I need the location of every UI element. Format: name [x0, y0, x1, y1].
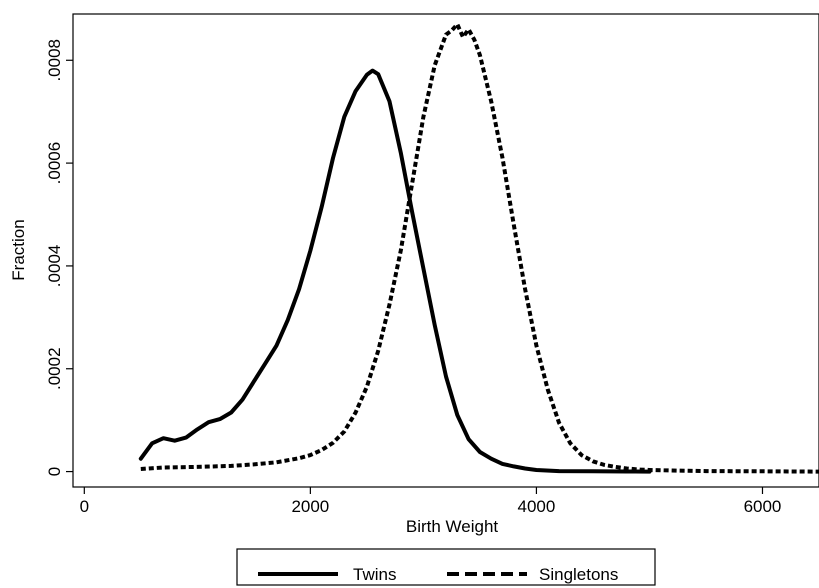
x-tick-label: 2000	[291, 497, 329, 516]
x-tick-label: 0	[80, 497, 89, 516]
plot-area	[72, 13, 819, 488]
y-axis: 0 .0002 .0004 .0006 .0008	[45, 39, 73, 476]
x-tick-label: 4000	[518, 497, 556, 516]
y-axis-title: Fraction	[9, 219, 28, 280]
x-axis: 0 2000 4000 6000	[80, 487, 782, 516]
x-tick-label: 6000	[744, 497, 782, 516]
plot-frame	[72, 13, 819, 488]
series-line-singletons	[140, 22, 819, 474]
x-axis-title: Birth Weight	[406, 517, 499, 536]
legend-frame	[236, 548, 656, 586]
legend: Twins Singletons	[236, 548, 656, 586]
legend-label-singletons: Singletons	[539, 565, 618, 584]
series-group	[138, 22, 819, 474]
y-tick-label: .0006	[45, 142, 64, 185]
y-tick-label: .0008	[45, 39, 64, 82]
y-tick-label: .0004	[45, 245, 64, 288]
y-tick-label: .0002	[45, 347, 64, 390]
series-line-twins	[138, 68, 652, 474]
legend-label-twins: Twins	[353, 565, 396, 584]
y-tick-label: 0	[45, 467, 64, 476]
